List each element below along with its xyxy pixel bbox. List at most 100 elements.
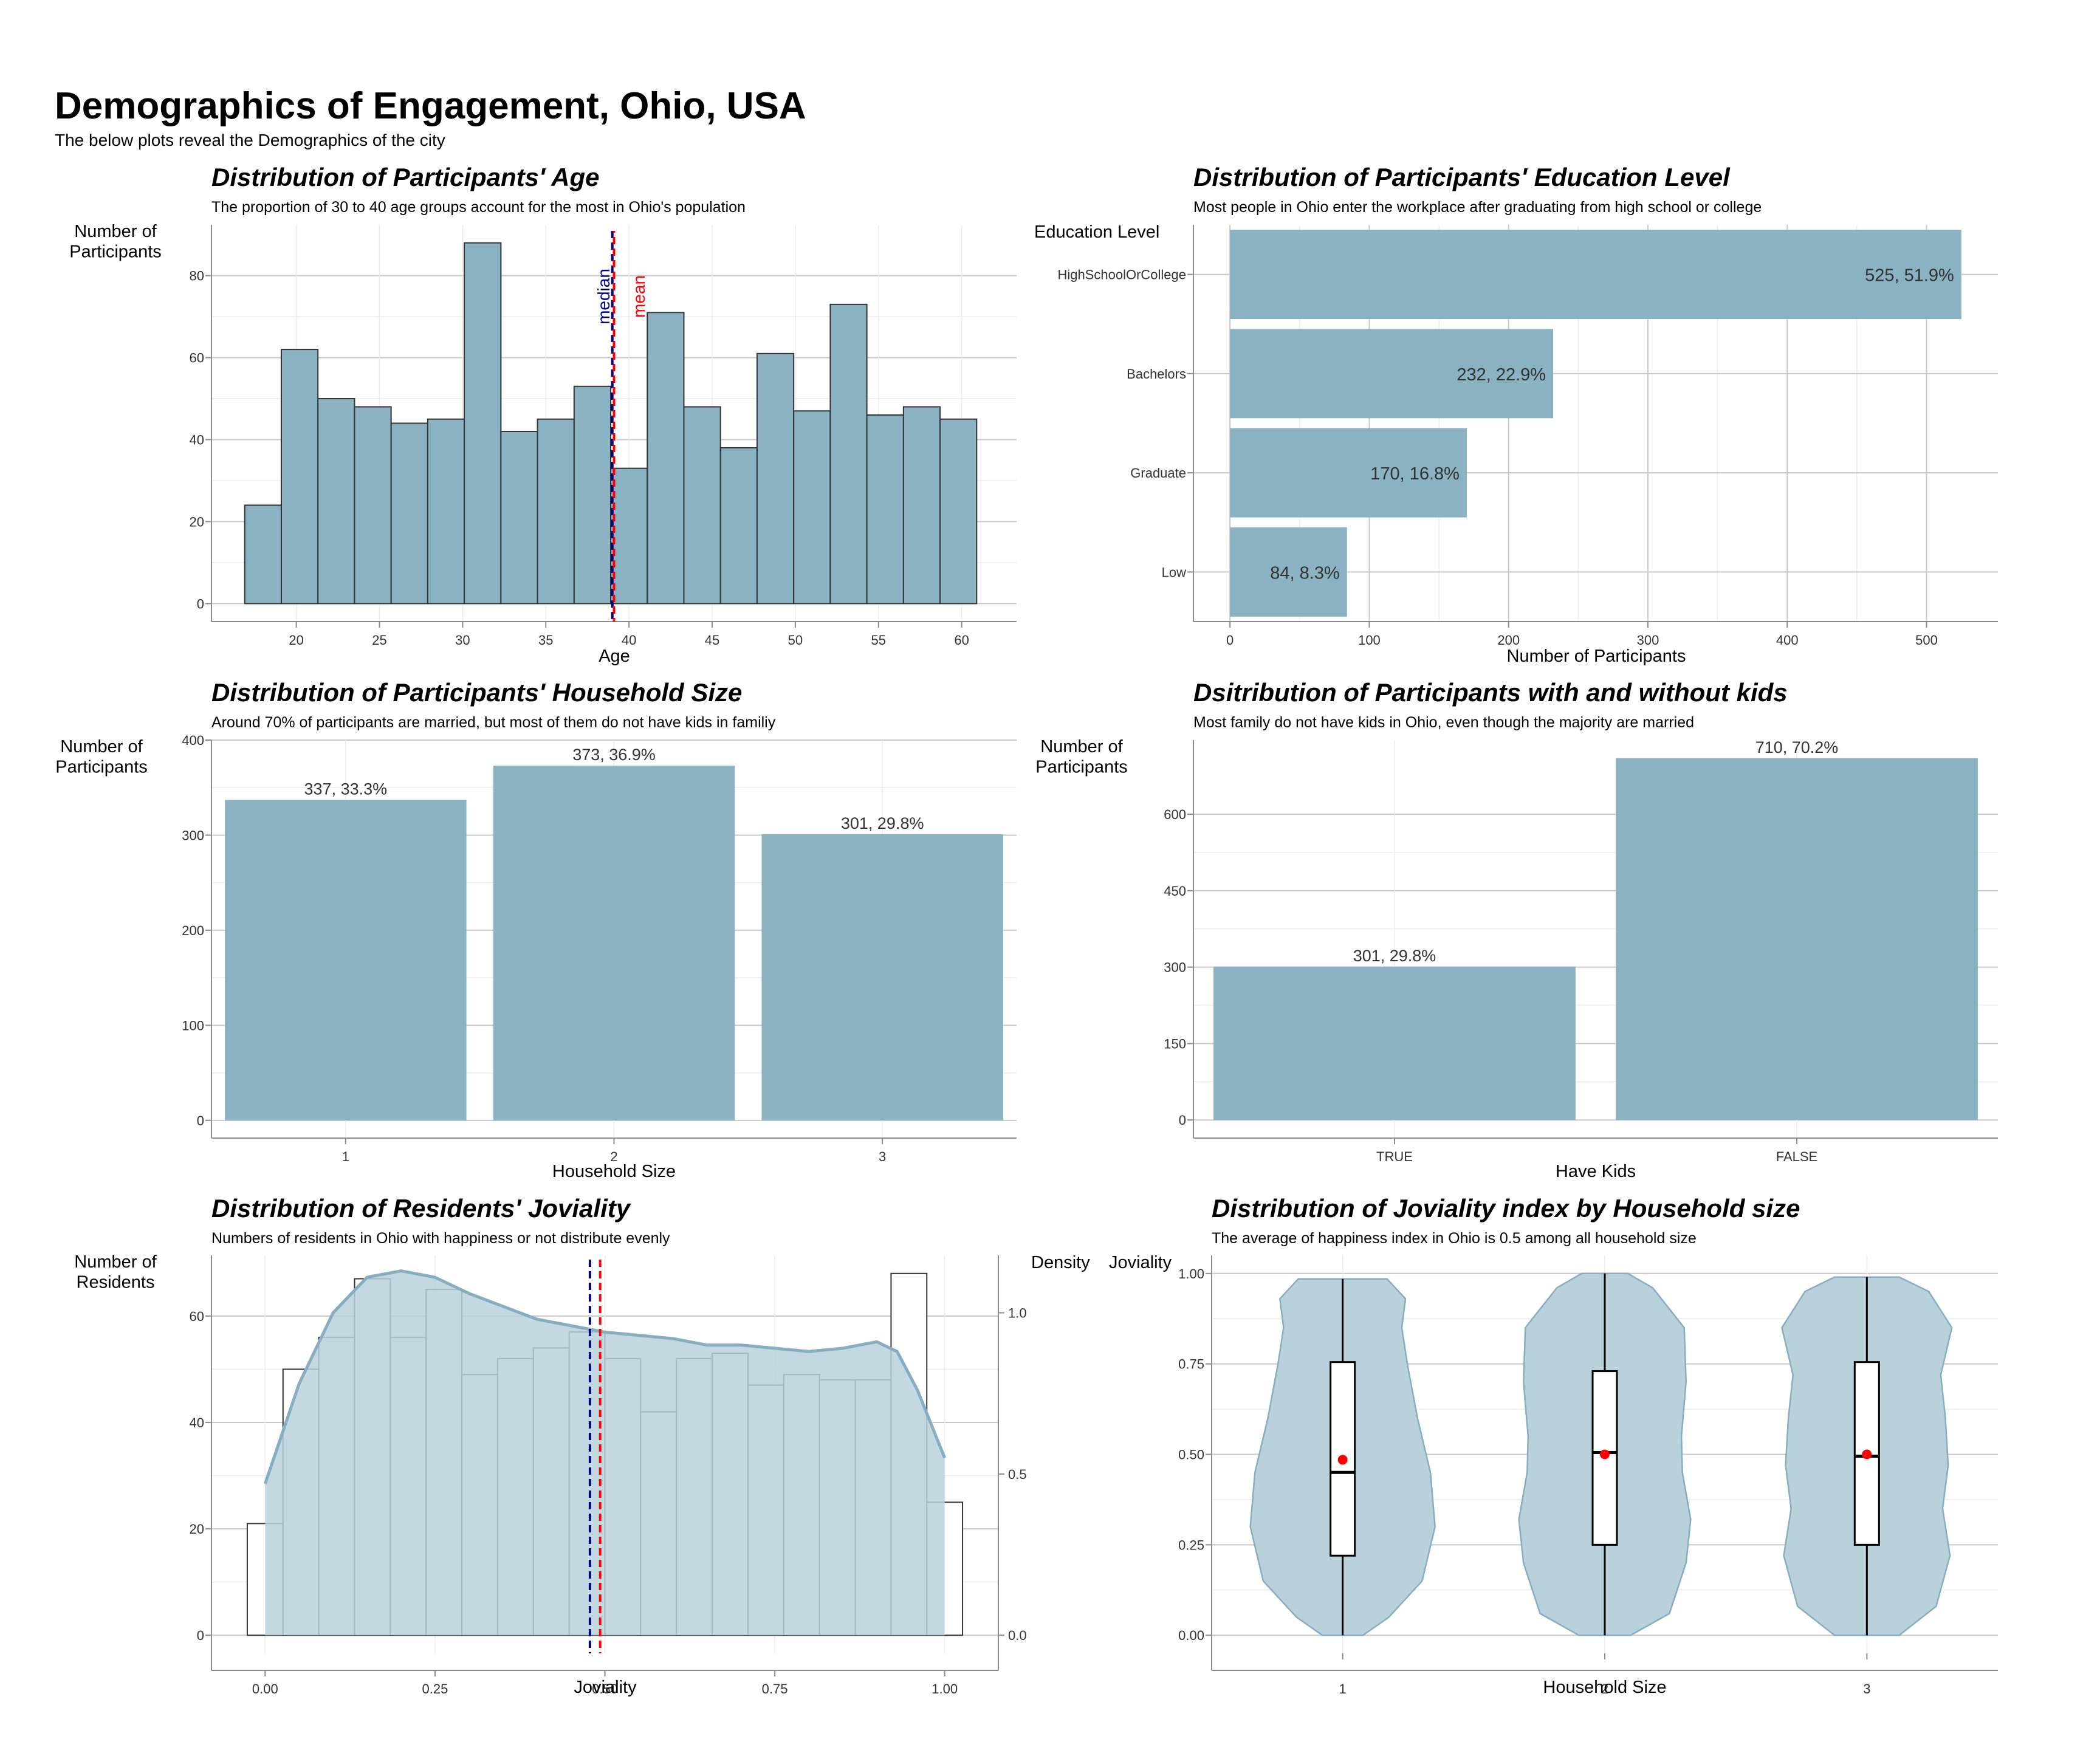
age-x-tick-label: 45 [705,633,719,648]
joviality-x-label: Joviality [574,1678,637,1697]
joviality-violin-chart: Distribution of Joviality index by House… [1109,1194,1998,1697]
age-y-tick-label: 60 [190,351,204,366]
joviality-title: Distribution of Residents' Joviality [211,1194,632,1223]
kids-y-tick-label: 300 [1164,960,1186,975]
household-x-tick-label: 1 [342,1149,349,1164]
kids-x-tick-label: TRUE [1376,1149,1413,1164]
joviality-y2-tick-label: 1.0 [1008,1306,1027,1321]
joviality-x-tick-label: 0.00 [252,1681,278,1696]
age-bar [354,406,392,605]
violin-y-tick-label: 1.00 [1178,1266,1204,1281]
kids-x-label: Have Kids [1556,1162,1636,1181]
violin-mean-dot [1862,1449,1872,1460]
age-y-tick-label: 80 [190,269,204,284]
age-x-tick-label: 30 [455,633,470,648]
education-bar-label: 525, 51.9% [1865,266,1954,286]
joviality-y-tick-label: 40 [190,1415,204,1430]
kids-bar [1616,758,1978,1120]
household-bar-label: 337, 33.3% [304,780,388,798]
education-category-label: HighSchoolOrCollege [1057,267,1186,283]
education-bar-chart: Distribution of Participants' Education … [1034,163,1998,666]
charts-layer: Distribution of Participants' Age The pro… [55,163,1998,1697]
education-category-label: Low [1162,564,1186,580]
kids-y-tick-label: 600 [1164,807,1186,822]
household-y-tick-label: 300 [182,828,204,843]
education-bar-label: 232, 22.9% [1457,365,1546,385]
age-bar [573,385,612,605]
joviality-density-area [265,1271,945,1636]
joviality-x-tick-label: 0.25 [422,1681,448,1696]
age-y-tick-label: 20 [190,514,204,529]
age-x-label: Age [599,647,630,666]
joviality-y-tick-label: 20 [190,1521,204,1537]
household-bar [225,800,467,1120]
violin-x-tick-label: 3 [1863,1681,1870,1696]
age-bar [280,349,319,605]
education-x-label: Number of Participants [1507,647,1686,666]
kids-subtitle: Most family do not have kids in Ohio, ev… [1193,714,1694,731]
household-title: Distribution of Participants' Household … [211,678,742,707]
age-bar [719,447,758,605]
household-subtitle: Around 70% of participants are married, … [211,714,776,731]
household-y-tick-label: 200 [182,923,204,938]
violin-y-tick-label: 0.25 [1178,1537,1204,1552]
age-bar [610,467,648,605]
household-y-tick-label: 400 [182,733,204,748]
kids-x-tick-label: FALSE [1776,1149,1817,1164]
kids-y-tick-label: 0 [1179,1113,1186,1128]
age-bar [500,430,538,605]
age-x-tick-label: 40 [622,633,636,648]
household-bar [493,766,735,1120]
age-bar [464,242,502,605]
age-x-tick-label: 55 [871,633,886,648]
joviality-histogram: Distribution of Residents' Joviality Numb… [74,1194,1090,1697]
education-x-tick-label: 200 [1497,633,1520,648]
education-bar [1230,428,1467,518]
education-x-tick-label: 500 [1915,633,1938,648]
age-bar [390,422,428,605]
education-title: Distribution of Participants' Education … [1193,163,1731,191]
age-title: Distribution of Participants' Age [211,163,599,191]
violin-title: Distribution of Joviality index by House… [1212,1194,1800,1223]
kids-bar-label: 301, 29.8% [1353,947,1436,965]
kids-bar [1213,966,1576,1120]
education-bar [1230,527,1347,617]
joviality-x-tick-label: 0.50 [592,1681,618,1696]
household-y-label: Number of Participants [55,737,148,777]
page-subtitle: The below plots reveal the Demographics … [55,131,445,149]
age-subtitle: The proportion of 30 to 40 age groups ac… [211,199,746,216]
violin-y-tick-label: 0.75 [1178,1357,1204,1372]
age-y-label: Number of Participants [69,222,162,261]
joviality-density-line [263,1269,946,1484]
household-bar-label: 301, 29.8% [841,814,924,832]
age-x-tick-label: 35 [538,633,553,648]
age-median-label: median [594,269,613,324]
violin-subtitle: The average of happiness index in Ohio i… [1212,1230,1697,1247]
page-title: Demographics of Engagement, Ohio, USA [55,85,806,127]
education-category-label: Bachelors [1127,366,1186,382]
joviality-y2-tick-label: 0.0 [1008,1628,1027,1643]
kids-y-label: Number of Participants [1035,737,1128,777]
household-x-tick-label: 3 [879,1149,886,1164]
age-y-tick-label: 40 [190,432,204,447]
age-mean-label: mean [630,275,648,318]
education-x-tick-label: 100 [1358,633,1381,648]
household-x-tick-label: 2 [610,1149,617,1164]
education-bar-label: 84, 8.3% [1270,563,1339,583]
age-bar [829,303,868,605]
joviality-subtitle: Numbers of residents in Ohio with happin… [211,1230,670,1247]
violin-y-tick-label: 0.00 [1178,1628,1204,1643]
household-y-tick-label: 100 [182,1018,204,1033]
household-y-tick-label: 0 [197,1113,204,1128]
joviality-y2-tick-label: 0.5 [1008,1467,1027,1482]
education-subtitle: Most people in Ohio enter the workplace … [1193,199,1762,216]
age-x-tick-label: 60 [954,633,969,648]
joviality-y2-label: Density [1031,1253,1090,1272]
age-histogram: Distribution of Participants' Age The pro… [69,163,1017,666]
age-x-tick-label: 25 [372,633,386,648]
education-bar-label: 170, 16.8% [1370,464,1460,484]
violin-x-label: Household Size [1543,1678,1666,1697]
joviality-x-tick-label: 1.00 [932,1681,958,1696]
education-y-label: Education Level [1034,222,1159,242]
